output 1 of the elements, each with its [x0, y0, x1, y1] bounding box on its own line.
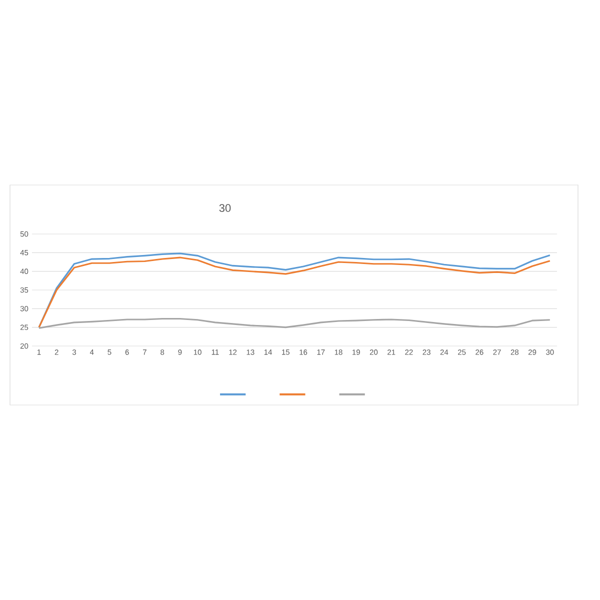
chart-title: 30	[219, 204, 231, 212]
